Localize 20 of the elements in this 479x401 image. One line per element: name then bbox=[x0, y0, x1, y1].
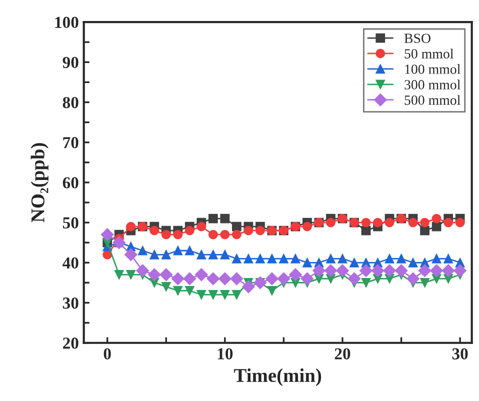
legend-label: BSO bbox=[404, 34, 430, 44]
x-tick-label: 0 bbox=[104, 348, 111, 360]
y-tick-label: 80 bbox=[62, 96, 78, 108]
y-tick-label: 100 bbox=[55, 16, 78, 28]
x-axis-title: Time(min) bbox=[234, 368, 322, 386]
legend-label: 500 mmol bbox=[404, 95, 460, 105]
legend-label: 300 mmol bbox=[404, 80, 460, 90]
y-axis-title: NO₂(ppb) bbox=[30, 143, 48, 222]
y-tick-label: 50 bbox=[62, 217, 78, 228]
x-tick-label: 20 bbox=[334, 348, 350, 360]
x-tick-label: 30 bbox=[452, 348, 468, 360]
y-tick-label: 40 bbox=[62, 257, 78, 269]
y-tick-label: 60 bbox=[62, 177, 78, 188]
y-tick-label: 90 bbox=[62, 56, 78, 68]
y-tick-label: 30 bbox=[62, 297, 78, 309]
y-tick-label: 70 bbox=[63, 137, 78, 148]
y-tick-label: 20 bbox=[63, 338, 78, 349]
x-tick-label: 10 bbox=[218, 348, 233, 360]
legend-label: 100 mmol bbox=[405, 64, 460, 74]
legend-label: 50 mmol bbox=[404, 48, 454, 58]
